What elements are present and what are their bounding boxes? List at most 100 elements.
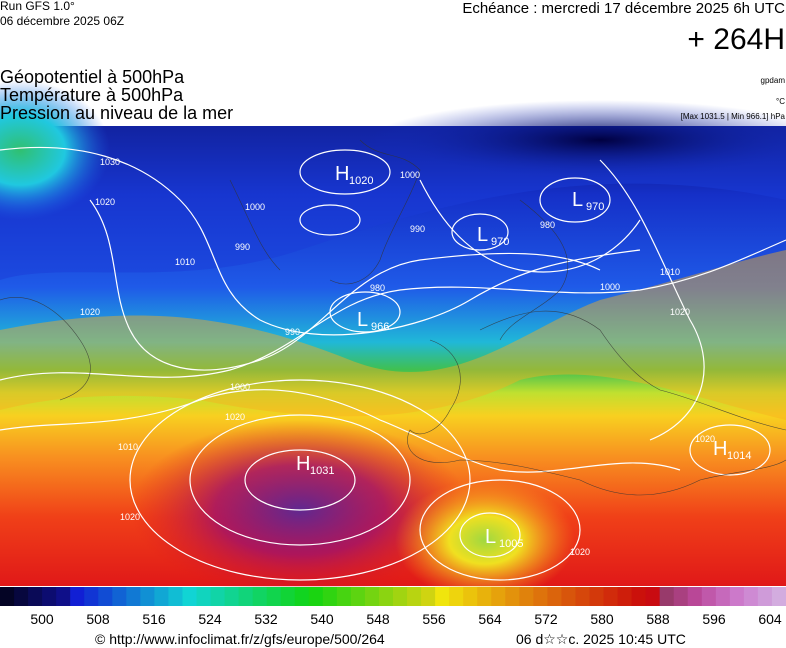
colorbar-swatch	[673, 587, 689, 606]
cold-core	[395, 480, 575, 600]
colorbar-swatch	[547, 587, 562, 606]
colorbar-swatch	[56, 587, 71, 606]
warm-band	[0, 250, 786, 420]
contour-label: 1000	[600, 282, 620, 292]
colorbar-swatch	[449, 587, 464, 606]
colorbar-swatch	[224, 587, 240, 606]
colorbar-swatch	[575, 587, 590, 606]
contour-label: 1010	[118, 442, 138, 452]
corner-field	[0, 80, 110, 220]
center-value: 966	[371, 321, 389, 333]
colorbar-tick: 588	[646, 611, 670, 627]
colorbar-tick: 596	[702, 611, 726, 627]
colorbar-swatch	[126, 587, 141, 606]
source-url: © http://www.infoclimat.fr/z/gfs/europe/…	[95, 631, 385, 647]
colorbar-swatch	[70, 587, 85, 606]
center-value: 970	[491, 236, 509, 248]
colorbar-swatch	[491, 587, 506, 606]
colorbar-tick: 580	[590, 611, 614, 627]
contour-label: 990	[285, 327, 300, 337]
colorbar-swatch	[463, 587, 478, 606]
colorbar-swatch	[322, 587, 338, 606]
colorbar-swatch	[407, 587, 422, 606]
colorbar-swatch	[280, 587, 296, 606]
center-value: 1031	[310, 465, 334, 477]
colorbar-swatch	[505, 587, 520, 606]
colorbar: 500 508 516 524 532 540 548 556 564 572 580 588 596 6…	[0, 587, 786, 627]
colorbar-swatch	[393, 587, 408, 606]
polar-core	[370, 100, 786, 180]
colorbar-swatch	[28, 587, 43, 606]
field-label: Pression au niveau de la mer	[0, 103, 233, 123]
colorbar-swatch	[350, 587, 366, 606]
valid-time: Echéance : mercredi 17 décembre 2025 6h …	[462, 0, 785, 17]
center-type: H	[335, 163, 349, 185]
colorbar-swatch	[364, 587, 380, 606]
timestamp: 06 d☆☆c. 2025 10:45 UTC	[516, 631, 686, 647]
colorbar-tick: 500	[30, 611, 54, 627]
colorbar-swatch	[266, 587, 282, 606]
contour-label: 1020	[695, 434, 715, 444]
colorbar-swatch	[533, 587, 548, 606]
field-label: Géopotentiel à 500hPa	[0, 67, 185, 87]
unit-label: [Max 1031.5 | Min 966.1] hPa	[681, 112, 786, 121]
contour-label: 1020	[95, 197, 115, 207]
unit-label: gpdam	[761, 76, 786, 85]
colorbar-swatch	[659, 587, 675, 606]
colorbar-swatch	[435, 587, 450, 606]
colorbar-swatch	[421, 587, 436, 606]
lead-time: + 264H	[687, 23, 785, 56]
center-type: L	[357, 309, 368, 331]
center-type: L	[485, 526, 496, 548]
colorbar-tick: 564	[478, 611, 502, 627]
colorbar-swatch	[378, 587, 394, 606]
colorbar-tick: 524	[198, 611, 222, 627]
colorbar-swatch	[308, 587, 324, 606]
center-value: 1014	[727, 450, 751, 462]
colorbar-swatch	[561, 587, 576, 606]
colorbar-swatch	[182, 587, 197, 606]
run-label: Run GFS 1.0°	[0, 0, 75, 13]
colorbar-swatch	[687, 587, 703, 606]
contour-label: 1000	[400, 170, 420, 180]
contour-label: 1000	[230, 382, 250, 392]
colorbar-tick: 556	[422, 611, 446, 627]
colorbar-swatch	[112, 587, 127, 606]
contour-label: 990	[410, 224, 425, 234]
center-value: 1020	[349, 175, 373, 187]
colorbar-swatch	[168, 587, 183, 606]
colorbar-swatch	[715, 587, 731, 606]
contour-label: 1020	[570, 547, 590, 557]
colorbar-swatch	[238, 587, 254, 606]
run-date: 06 décembre 2025 06Z	[0, 14, 124, 28]
field-label: Température à 500hPa	[0, 85, 184, 105]
colorbar-swatch	[701, 587, 717, 606]
contour-label: 1020	[80, 307, 100, 317]
colorbar-swatch	[589, 587, 605, 606]
contour-label: 1020	[670, 307, 690, 317]
colorbar-swatch	[154, 587, 169, 606]
colorbar-swatch	[477, 587, 492, 606]
contour-label: 990	[235, 242, 250, 252]
center-value: 1005	[499, 538, 523, 550]
colorbar-tick: 516	[142, 611, 166, 627]
colorbar-swatch	[14, 587, 29, 606]
colorbar-swatch	[98, 587, 113, 606]
colorbar-swatch	[0, 587, 15, 606]
colorbar-swatch	[519, 587, 534, 606]
contour-label: 1000	[245, 202, 265, 212]
colorbar-swatch	[42, 587, 57, 606]
center-type: H	[713, 438, 727, 460]
contour-label: 980	[540, 220, 555, 230]
colorbar-swatch	[84, 587, 99, 606]
center-type: H	[296, 453, 310, 475]
colorbar-swatch	[294, 587, 310, 606]
isobars	[0, 146, 786, 581]
colorbar-tick: 532	[254, 611, 278, 627]
colorbar-swatch	[196, 587, 212, 606]
unit-label: °C	[776, 97, 785, 106]
contour-label: 1010	[175, 257, 195, 267]
